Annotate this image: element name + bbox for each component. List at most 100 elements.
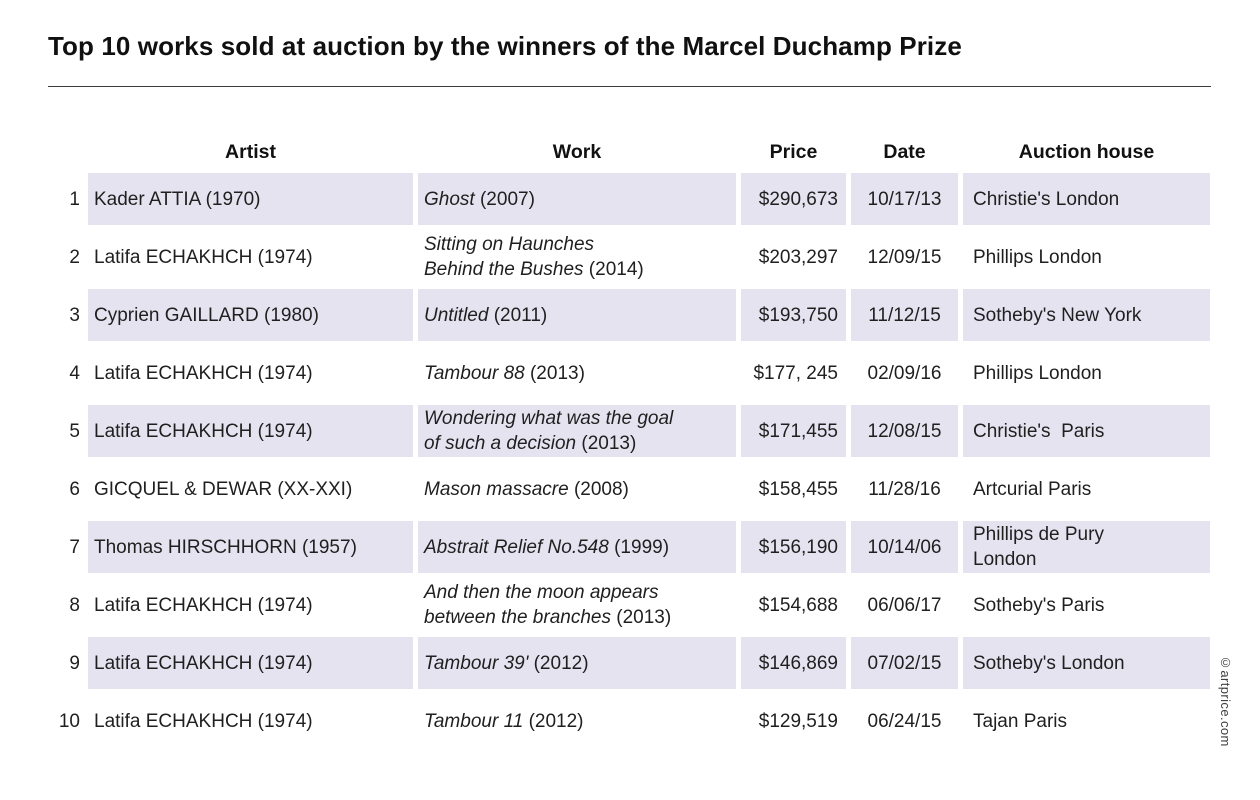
date-cell: 11/28/16 xyxy=(868,478,941,500)
artist-cell: GICQUEL & DEWAR (XX-XXI) xyxy=(94,478,353,500)
price-cell: $203,297 xyxy=(758,246,838,268)
work-year: (2012) xyxy=(523,710,584,732)
auction-house-cell: Christie's London xyxy=(963,173,1210,225)
artist-cell: Cyprien GAILLARD (1980) xyxy=(88,289,413,341)
date-cell: 12/08/15 xyxy=(851,405,958,457)
table-row: 2 Latifa ECHAKHCH (1974) Sitting on Haunch… xyxy=(52,231,1210,283)
date-cell: 06/24/15 xyxy=(867,710,942,732)
auction-house-cell: Christie's Paris xyxy=(963,405,1210,457)
work-year: (2008) xyxy=(568,478,629,500)
work-title: Tambour 39' xyxy=(424,652,529,674)
date-cell: 10/14/06 xyxy=(851,521,958,573)
work-year: (2012) xyxy=(528,652,589,674)
title-divider xyxy=(48,86,1211,87)
artist-cell: Latifa ECHAKHCH (1974) xyxy=(88,405,413,457)
work-cell: Tambour 88 (2013) xyxy=(418,347,736,399)
work-cell: Sitting on Haunches Behind the Bushes (2… xyxy=(418,231,736,283)
auction-house-cell: Sotheby's Paris xyxy=(973,594,1105,616)
column-header-auction-house: Auction house xyxy=(1018,140,1155,163)
table-row: 5 Latifa ECHAKHCH (1974) Wondering what wa… xyxy=(52,405,1210,457)
auction-house-cell: Tajan Paris xyxy=(973,710,1067,732)
artist-cell: Thomas HIRSCHHORN (1957) xyxy=(88,521,413,573)
artprice-watermark: ©artprice.com xyxy=(1218,655,1233,747)
date-cell: 11/12/15 xyxy=(851,289,958,341)
work-year: (2013) xyxy=(524,362,585,384)
table-row: 3 Cyprien GAILLARD (1980) Untitled (2011) $… xyxy=(52,289,1210,341)
row-rank: 4 xyxy=(69,362,80,384)
row-rank: 6 xyxy=(69,478,80,500)
auction-house-cell: Sotheby's London xyxy=(963,637,1210,689)
row-rank: 7 xyxy=(69,536,80,558)
price-cell: $193,750 xyxy=(741,289,846,341)
table-row: 6 GICQUEL & DEWAR (XX-XXI) Mason massacre … xyxy=(52,463,1210,515)
column-header-artist: Artist xyxy=(225,140,276,163)
auction-house-cell: Phillips London xyxy=(973,362,1102,384)
price-cell: $171,455 xyxy=(741,405,846,457)
artist-cell: Latifa ECHAKHCH (1974) xyxy=(94,246,313,268)
price-cell: $129,519 xyxy=(758,710,838,732)
table-row: 10 Latifa ECHAKHCH (1974) Tambour 11 (2012… xyxy=(52,695,1210,747)
work-year: (2013) xyxy=(610,607,672,628)
table-row: 7 Thomas HIRSCHHORN (1957) Abstrait Relief… xyxy=(52,521,1210,573)
work-cell: Abstrait Relief No.548 (1999) xyxy=(418,521,736,573)
row-rank: 10 xyxy=(58,710,80,732)
column-header-date: Date xyxy=(883,140,926,163)
header-row: Artist Work Price Date Auction house xyxy=(52,137,1210,167)
auction-house-cell: Phillips London xyxy=(973,246,1102,268)
row-rank: 5 xyxy=(69,420,80,442)
auction-house-cell: Sotheby's New York xyxy=(963,289,1210,341)
work-cell: Tambour 39' (2012) xyxy=(418,637,736,689)
table-row: 1 Kader ATTIA (1970) Ghost (2007) $290,673 1… xyxy=(52,173,1210,225)
work-title: Abstrait Relief No.548 xyxy=(424,536,609,558)
date-cell: 12/09/15 xyxy=(867,246,942,268)
work-title: Mason massacre xyxy=(424,478,569,500)
table-header: Artist Work Price Date Auction house xyxy=(52,137,1210,167)
table-row: 9 Latifa ECHAKHCH (1974) Tambour 39' (2012… xyxy=(52,637,1210,689)
price-cell: $154,688 xyxy=(758,594,838,616)
table-row: 8 Latifa ECHAKHCH (1974) And then the moon… xyxy=(52,579,1210,631)
page-title: Top 10 works sold at auction by the winn… xyxy=(48,31,962,61)
table-row: 4 Latifa ECHAKHCH (1974) Tambour 88 (2013)… xyxy=(52,347,1210,399)
row-rank: 8 xyxy=(69,594,80,616)
date-cell: 06/06/17 xyxy=(867,594,942,616)
date-cell: 02/09/16 xyxy=(867,362,942,384)
work-title: Wondering what was the goal of such a de… xyxy=(424,408,674,454)
artist-cell: Latifa ECHAKHCH (1974) xyxy=(94,362,313,384)
work-title: Untitled xyxy=(424,304,489,326)
row-rank: 9 xyxy=(69,652,80,674)
price-cell: $177, 245 xyxy=(753,362,838,384)
work-year: (2014) xyxy=(583,259,644,280)
artist-cell: Latifa ECHAKHCH (1974) xyxy=(94,710,313,732)
work-title: Tambour 88 xyxy=(424,362,525,384)
price-cell: $158,455 xyxy=(758,478,838,500)
row-rank: 2 xyxy=(69,246,80,268)
column-header-work: Work xyxy=(552,140,602,163)
work-cell: Ghost (2007) xyxy=(418,173,736,225)
artist-cell: Kader ATTIA (1970) xyxy=(88,173,413,225)
price-cell: $156,190 xyxy=(741,521,846,573)
work-year: (2007) xyxy=(474,188,535,210)
work-title: And then the moon appears between the br… xyxy=(424,582,659,628)
work-year: (1999) xyxy=(608,536,670,558)
work-cell: Untitled (2011) xyxy=(418,289,736,341)
work-cell: And then the moon appears between the br… xyxy=(418,579,736,631)
column-header-price: Price xyxy=(769,140,818,163)
work-cell: Wondering what was the goal of such a de… xyxy=(418,405,736,457)
price-cell: $290,673 xyxy=(741,173,846,225)
auction-table: Artist Work Price Date Auction house 1 Ka… xyxy=(47,131,1215,753)
work-title: Ghost xyxy=(424,188,475,210)
column-header-rank xyxy=(52,137,83,167)
date-cell: 07/02/15 xyxy=(851,637,958,689)
work-cell: Mason massacre (2008) xyxy=(418,463,736,515)
work-cell: Tambour 11 (2012) xyxy=(418,695,736,747)
row-rank: 3 xyxy=(69,304,80,326)
artist-cell: Latifa ECHAKHCH (1974) xyxy=(94,594,313,616)
work-title: Sitting on Haunches Behind the Bushes xyxy=(424,234,595,280)
auction-house-cell: Phillips de Pury London xyxy=(963,521,1210,573)
row-rank: 1 xyxy=(69,188,80,210)
auction-house-cell: Artcurial Paris xyxy=(973,478,1092,500)
artist-cell: Latifa ECHAKHCH (1974) xyxy=(88,637,413,689)
work-year: (2011) xyxy=(488,304,548,326)
date-cell: 10/17/13 xyxy=(851,173,958,225)
